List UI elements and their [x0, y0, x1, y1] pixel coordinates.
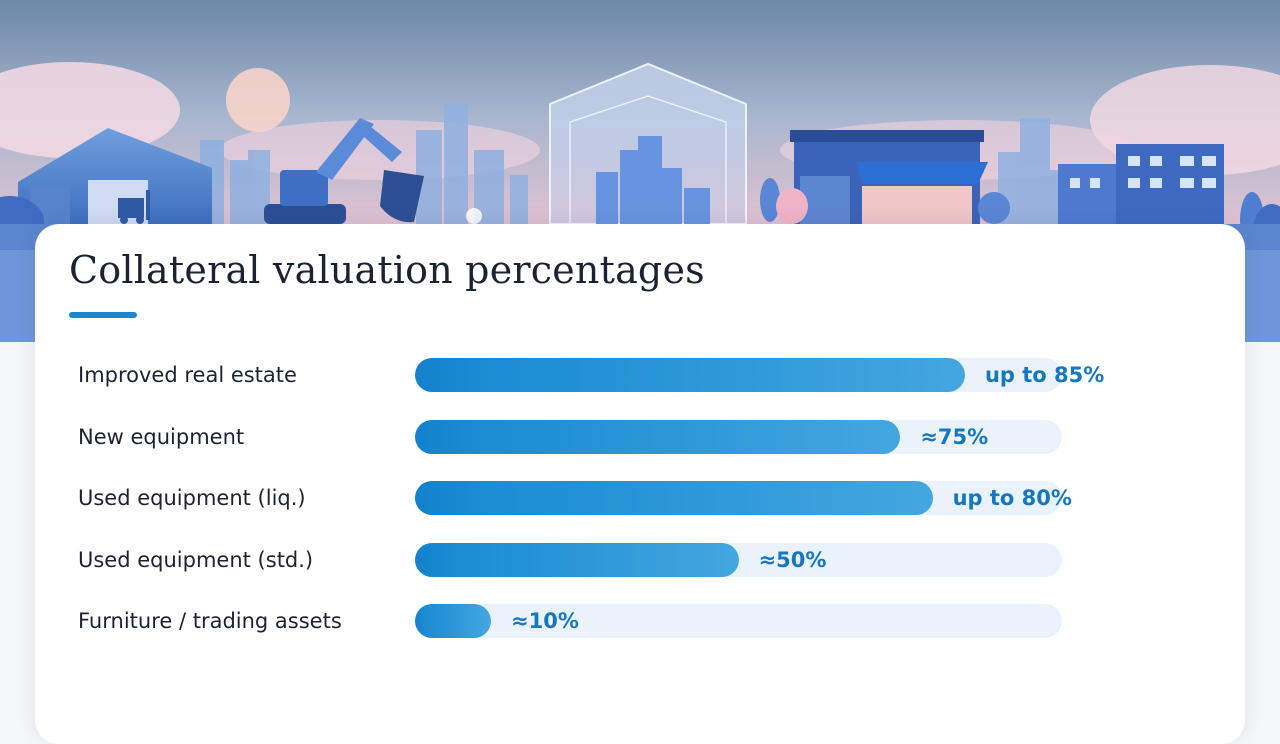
- bar: [415, 481, 933, 515]
- apartment-building-icon: [1058, 144, 1224, 224]
- bar: [415, 358, 965, 392]
- chart-card: Collateral valuation percentages Improve…: [35, 224, 1245, 744]
- bar: [415, 419, 901, 454]
- value-label: ≈50%: [758, 547, 827, 572]
- title-accent-line: [69, 312, 137, 318]
- category-label: Used equipment (std.): [78, 547, 314, 572]
- value-label: ≈10%: [511, 609, 579, 633]
- category-label: Used equipment (liq.): [78, 486, 306, 510]
- chart-row: Furniture / trading assets ≈10%: [35, 603, 1245, 639]
- bar-chart: Improved real estate up to 85% New equipme…: [35, 224, 1245, 744]
- chart-row: Used equipment (std.) ≈50%: [35, 542, 1245, 578]
- category-label: Improved real estate: [78, 363, 297, 387]
- bar-track: [415, 604, 1062, 638]
- value-label: up to 80%: [952, 486, 1072, 510]
- chart-row: New equipment ≈75%: [35, 419, 1245, 455]
- category-label: Furniture / trading assets: [78, 609, 342, 633]
- chart-row: Used equipment (liq.) up to 80%: [35, 480, 1245, 516]
- storefront-icon: [790, 130, 988, 224]
- bar: [415, 604, 491, 638]
- category-label: New equipment: [78, 424, 245, 449]
- chart-row: Improved real estate up to 85%: [35, 357, 1245, 393]
- page-title: Collateral valuation percentages: [69, 248, 705, 292]
- shield-icon: [549, 62, 747, 225]
- bar: [415, 542, 739, 577]
- excavator-icon: [264, 118, 424, 224]
- forklift-icon: [118, 190, 150, 224]
- value-label: ≈75%: [920, 424, 989, 449]
- value-label: up to 85%: [984, 363, 1105, 387]
